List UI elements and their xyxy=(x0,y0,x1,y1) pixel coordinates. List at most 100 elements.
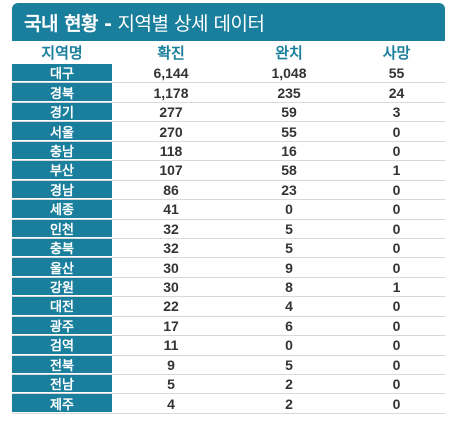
confirmed-cell: 1,178 xyxy=(153,84,189,101)
header-title-bold: 국내 현황 - xyxy=(24,12,112,35)
deaths-cell: 3 xyxy=(392,104,401,121)
table-row: 세종 41 0 0 xyxy=(12,200,445,220)
deaths-cell: 0 xyxy=(392,142,401,159)
table-row: 전남 5 2 0 xyxy=(12,375,445,395)
table-row: 검역 11 0 0 xyxy=(12,336,445,356)
region-cell: 충남 xyxy=(12,141,112,161)
table-row: 제주 4 2 0 xyxy=(12,394,445,414)
recovered-cell: 2 xyxy=(285,395,293,412)
deaths-cell: 0 xyxy=(392,298,401,315)
recovered-cell: 0 xyxy=(285,337,293,354)
confirmed-cell: 5 xyxy=(167,376,175,393)
table-body: 대구 6,144 1,048 55 경북 1,178 235 24 경기 277 59 3 서울 270 5… xyxy=(12,64,445,414)
table-row: 전북 9 5 0 xyxy=(12,355,445,375)
region-cell: 울산 xyxy=(12,258,112,277)
table-row: 대구 6,144 1,048 55 xyxy=(12,64,445,84)
table-row: 부산 107 58 1 xyxy=(12,161,445,181)
table-row: 충남 118 16 0 xyxy=(12,141,445,162)
confirmed-cell: 32 xyxy=(163,220,179,237)
deaths-cell: 0 xyxy=(392,395,401,412)
recovered-cell: 23 xyxy=(281,181,297,198)
table-header: 지역명 확진 완치 사망 xyxy=(12,41,445,63)
region-cell: 경남 xyxy=(12,180,112,200)
table-row: 서울 270 55 0 xyxy=(12,122,445,142)
table-row: 대전 22 4 0 xyxy=(12,297,445,317)
recovered-cell: 9 xyxy=(285,259,293,276)
table-row: 인천 32 5 0 xyxy=(12,219,445,239)
table-row: 경남 86 23 0 xyxy=(12,180,445,201)
recovered-cell: 55 xyxy=(281,123,297,140)
region-cell: 경기 xyxy=(12,102,112,122)
deaths-cell: 0 xyxy=(392,337,401,354)
deaths-cell: 0 xyxy=(392,220,401,237)
recovered-cell: 2 xyxy=(285,376,293,393)
confirmed-cell: 270 xyxy=(159,123,183,140)
region-cell: 인천 xyxy=(12,219,112,238)
column-header-recovered: 완치 xyxy=(275,43,303,62)
recovered-cell: 5 xyxy=(285,356,293,373)
recovered-cell: 5 xyxy=(285,240,293,257)
region-cell: 대전 xyxy=(12,297,112,316)
column-header-region: 지역명 xyxy=(41,43,83,62)
deaths-cell: 0 xyxy=(392,259,401,276)
confirmed-cell: 277 xyxy=(159,104,183,121)
deaths-cell: 55 xyxy=(388,65,405,82)
region-cell: 제주 xyxy=(12,394,112,413)
confirmed-cell: 41 xyxy=(163,201,179,218)
deaths-cell: 24 xyxy=(388,84,405,101)
recovered-cell: 16 xyxy=(281,142,297,159)
header-title-light: 지역별 상세 데이터 xyxy=(117,12,265,35)
region-cell: 부산 xyxy=(12,161,112,180)
recovered-cell: 58 xyxy=(281,162,297,179)
recovered-cell: 5 xyxy=(285,220,293,237)
confirmed-cell: 118 xyxy=(159,142,183,159)
table-row: 경기 277 59 3 xyxy=(12,102,445,123)
recovered-cell: 235 xyxy=(277,84,301,101)
column-header-confirmed: 확진 xyxy=(157,43,185,62)
deaths-cell: 0 xyxy=(392,356,401,373)
column-header-deaths: 사망 xyxy=(382,43,411,62)
region-cell: 서울 xyxy=(12,122,112,141)
regional-status-panel: 국내 현황 - 지역별 상세 데이터 지역명 확진 완치 사망 대구 6,144 1… xyxy=(12,0,445,429)
region-cell: 세종 xyxy=(12,200,112,219)
table-row: 광주 17 6 0 xyxy=(12,316,445,337)
region-cell: 전남 xyxy=(12,375,112,394)
confirmed-cell: 9 xyxy=(167,356,175,373)
region-cell: 전북 xyxy=(12,355,112,374)
recovered-cell: 0 xyxy=(285,201,293,218)
recovered-cell: 1,048 xyxy=(271,65,307,82)
recovered-cell: 6 xyxy=(285,317,293,334)
deaths-cell: 0 xyxy=(392,201,401,218)
table-row: 강원 30 8 1 xyxy=(12,277,445,298)
region-cell: 경북 xyxy=(12,83,112,102)
deaths-cell: 0 xyxy=(392,240,401,257)
confirmed-cell: 30 xyxy=(163,259,179,276)
confirmed-cell: 6,144 xyxy=(153,65,189,82)
table-row: 경북 1,178 235 24 xyxy=(12,83,445,103)
region-cell: 광주 xyxy=(12,316,112,336)
deaths-cell: 0 xyxy=(392,376,401,393)
confirmed-cell: 22 xyxy=(163,298,179,315)
region-cell: 충북 xyxy=(12,238,112,258)
recovered-cell: 4 xyxy=(285,298,293,315)
deaths-cell: 1 xyxy=(392,279,401,296)
deaths-cell: 1 xyxy=(392,162,401,179)
deaths-cell: 0 xyxy=(392,123,401,140)
deaths-cell: 0 xyxy=(392,317,401,334)
table-row: 울산 30 9 0 xyxy=(12,258,445,278)
region-cell: 강원 xyxy=(12,277,112,297)
recovered-cell: 8 xyxy=(285,279,293,296)
confirmed-cell: 30 xyxy=(163,279,179,296)
region-cell: 검역 xyxy=(12,336,112,355)
confirmed-cell: 4 xyxy=(167,395,175,412)
recovered-cell: 59 xyxy=(281,104,297,121)
confirmed-cell: 107 xyxy=(159,162,183,179)
panel-header: 국내 현황 - 지역별 상세 데이터 xyxy=(12,3,445,41)
confirmed-cell: 17 xyxy=(163,317,179,334)
region-cell: 대구 xyxy=(12,64,112,83)
table-row: 충북 32 5 0 xyxy=(12,238,445,259)
confirmed-cell: 11 xyxy=(163,337,179,354)
deaths-cell: 0 xyxy=(392,181,401,198)
confirmed-cell: 32 xyxy=(163,240,179,257)
confirmed-cell: 86 xyxy=(163,181,179,198)
